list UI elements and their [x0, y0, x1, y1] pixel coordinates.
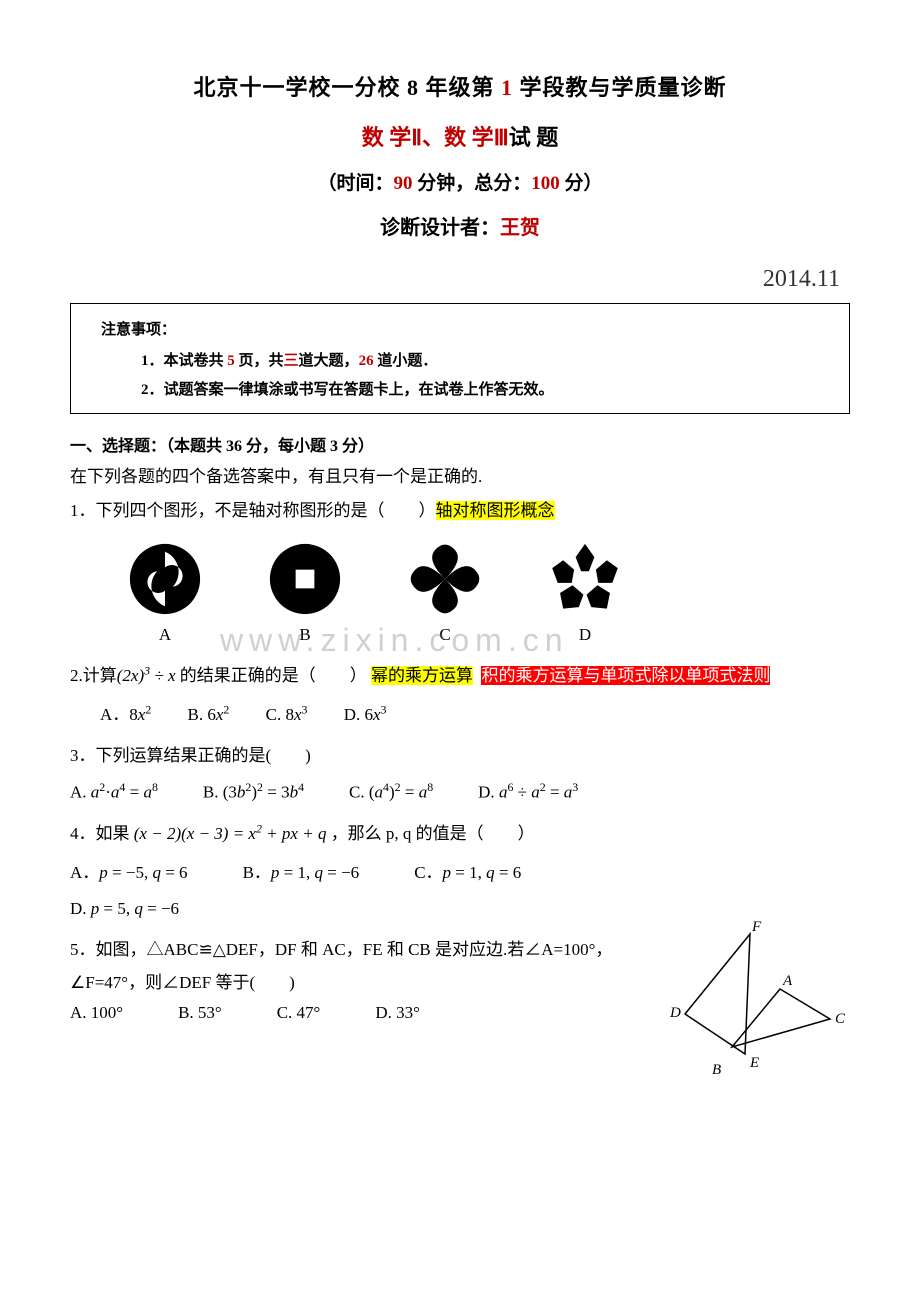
q1-option-c: C: [400, 539, 490, 645]
swirl-icon: [120, 539, 210, 619]
q5-options: A. 100° B. 53° C. 47° D. 33°: [70, 1003, 650, 1023]
svg-text:F: F: [751, 919, 762, 935]
highlight-red-tag: 积的乘方运算与单项式除以单项式法则: [481, 666, 770, 685]
date-line: 2014.11: [70, 266, 850, 293]
q3-opt-a: A. a2·a4 = a8: [70, 780, 158, 803]
notice-box: 注意事项： 1．本试卷共 5 页，共三道大题，26 道小题． 2．试题答案一律填…: [70, 303, 850, 414]
coin-icon: [260, 539, 350, 619]
triangle-diagram: F D A C E B: [650, 919, 850, 1084]
notice-header: 注意事项：: [101, 318, 819, 339]
q2-opt-d: D. 6x3: [344, 705, 387, 724]
q2-opt-b: B. 6x2: [188, 705, 230, 724]
q4-opt-d: D. p = 5, q = −6: [70, 899, 850, 919]
section-header: 一、选择题：（本题共 36 分，每小题 3 分）: [70, 432, 850, 456]
highlight-tag: 轴对称图形概念: [436, 501, 555, 520]
svg-text:D: D: [669, 1005, 681, 1021]
highlight-tag: 幂的乘方运算: [371, 666, 473, 685]
question-3: 3．下列运算结果正确的是( ): [70, 741, 850, 766]
question-5-line1: 5．如图，△ABC≌△DEF，DF 和 AC，FE 和 CB 是对应边.若∠A=…: [70, 935, 650, 960]
section-instruction: 在下列各题的四个备选答案中，有且只有一个是正确的.: [70, 462, 850, 487]
question-2: 2.计算(2x)3 ÷ x 的结果正确的是（ ） 幂的乘方运算 积的乘方运算与单…: [70, 661, 850, 686]
svg-text:C: C: [835, 1011, 846, 1027]
q5-opt-d: D. 33°: [375, 1003, 420, 1023]
q4-opt-c: C．p = 1, q = 6: [414, 858, 521, 883]
clover-icon: [400, 539, 490, 619]
title-time: （时间：90 分钟，总分：100 分）: [70, 168, 850, 195]
svg-text:A: A: [782, 973, 793, 989]
question-5-line2: ∠F=47°，则∠DEF 等于( ): [70, 968, 650, 993]
q4-opt-b: B．p = 1, q = −6: [243, 858, 360, 883]
q4-options: A．p = −5, q = 6 B．p = 1, q = −6 C．p = 1,…: [70, 858, 850, 883]
q3-options: A. a2·a4 = a8 B. (3b2)2 = 3b4 C. (a4)2 =…: [70, 780, 850, 803]
question-1: 1．下列四个图形，不是轴对称图形的是（ ）轴对称图形概念: [70, 495, 850, 527]
q3-opt-c: C. (a4)2 = a8: [349, 780, 433, 803]
q5-opt-c: C. 47°: [277, 1003, 321, 1023]
q4-opt-a: A．p = −5, q = 6: [70, 858, 188, 883]
q1-option-d: D: [540, 539, 630, 645]
q1-option-a: A: [120, 539, 210, 645]
q2-options: A．8x2 B. 6x2 C. 8x3 D. 6x3: [100, 700, 850, 725]
q3-opt-b: B. (3b2)2 = 3b4: [203, 780, 304, 803]
notice-line-2: 2．试题答案一律填涂或书写在答题卡上，在试卷上作答无效。: [141, 378, 819, 399]
pentagon-flower-icon: [540, 539, 630, 619]
svg-text:E: E: [749, 1055, 759, 1071]
q1-options: A B C: [120, 539, 820, 645]
svg-text:B: B: [712, 1062, 721, 1078]
title-designer: 诊断设计者：王贺: [70, 211, 850, 240]
title-sub: 数 学Ⅱ、数 学Ⅲ试 题: [70, 120, 850, 152]
notice-line-1: 1．本试卷共 5 页，共三道大题，26 道小题．: [141, 349, 819, 370]
question-4: 4．如果 (x − 2)(x − 3) = x2 + px + q ，那么 p,…: [70, 819, 850, 844]
title-main: 北京十一学校一分校 8 年级第 1 学段教与学质量诊断: [70, 70, 850, 102]
q3-opt-d: D. a6 ÷ a2 = a3: [478, 780, 578, 803]
q5-opt-a: A. 100°: [70, 1003, 123, 1023]
q2-opt-c: C. 8x3: [266, 705, 308, 724]
q5-opt-b: B. 53°: [178, 1003, 222, 1023]
q1-option-b: B: [260, 539, 350, 645]
q2-opt-a: A．8x2: [100, 705, 151, 724]
